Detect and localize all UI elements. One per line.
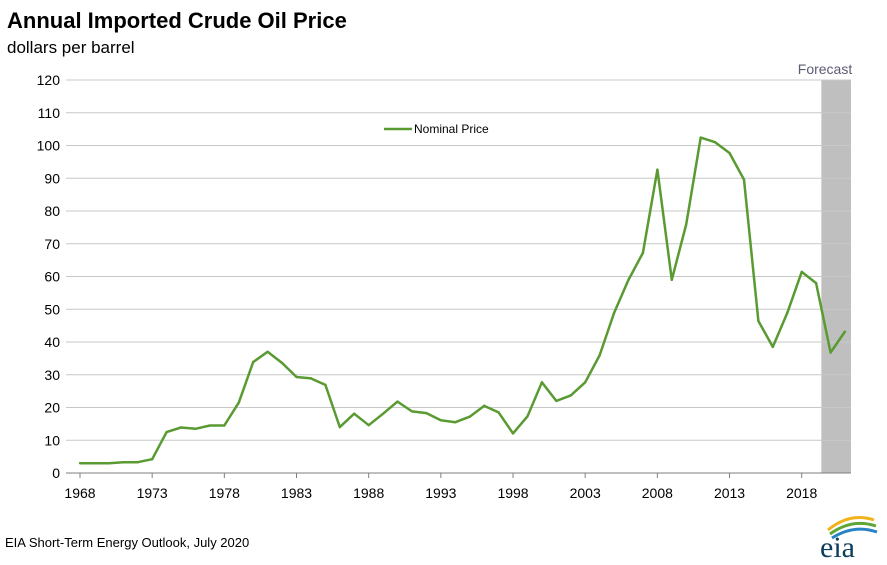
data-point [179, 426, 183, 429]
series-layer [78, 136, 847, 465]
data-point [208, 424, 212, 427]
data-point [194, 427, 197, 430]
data-point [713, 141, 717, 144]
data-point [742, 178, 746, 181]
eia-logo-icon: eia [820, 516, 878, 560]
x-tick-label: 1973 [137, 485, 168, 501]
x-tick-label: 2008 [642, 485, 673, 501]
data-point [78, 461, 82, 465]
data-point [511, 432, 515, 435]
data-point [425, 411, 428, 415]
data-point [598, 354, 601, 357]
data-point [338, 425, 342, 429]
data-point [165, 430, 168, 434]
data-point [656, 168, 659, 171]
data-point [555, 399, 558, 403]
x-tick-label: 1978 [209, 485, 240, 501]
data-point [454, 421, 457, 424]
svg-text:eia: eia [820, 531, 855, 560]
data-point [569, 394, 572, 397]
data-point [367, 423, 370, 427]
data-point [612, 311, 616, 315]
data-point [237, 401, 240, 404]
data-point [468, 415, 471, 418]
x-tick-label: 1988 [353, 485, 384, 501]
data-point [843, 330, 847, 333]
x-tick-label: 2013 [714, 485, 745, 501]
data-point [699, 136, 702, 139]
data-point [280, 361, 284, 365]
axes: 0 10 20 30 40 50 60 70 80 90 100 110 120 1968 1973 1978… [37, 72, 851, 501]
y-tick-label: 20 [44, 400, 60, 416]
data-point [829, 351, 832, 354]
y-tick-label: 90 [44, 170, 60, 186]
data-point [107, 461, 111, 465]
data-point [309, 377, 313, 380]
y-tick-label: 70 [44, 236, 60, 252]
chart-title: Annual Imported Crude Oil Price [7, 8, 347, 33]
source-note: EIA Short-Term Energy Outlook, July 2020 [5, 535, 250, 550]
x-tick-label: 1993 [425, 485, 456, 501]
y-tick-label: 10 [44, 432, 60, 448]
data-point [685, 223, 688, 226]
y-tick-label: 60 [44, 269, 60, 285]
data-point [93, 461, 96, 465]
data-point [814, 281, 818, 285]
data-point [526, 415, 529, 418]
data-point [800, 270, 803, 274]
y-tick-label: 80 [44, 203, 60, 219]
data-point [396, 400, 399, 403]
data-point [295, 375, 298, 379]
data-point [497, 411, 500, 414]
x-tick-label: 2003 [570, 485, 601, 501]
data-point [641, 251, 645, 255]
data-point [627, 278, 630, 281]
series-line-nominal-price [80, 136, 847, 465]
data-point [583, 381, 587, 384]
data-point [786, 311, 789, 315]
y-tick-label: 30 [44, 367, 60, 383]
data-point [381, 412, 385, 415]
y-tick-label: 120 [37, 72, 61, 88]
legend: Nominal Price [384, 122, 489, 136]
data-point [771, 345, 775, 349]
x-tick-label: 1983 [281, 485, 312, 501]
data-point [150, 458, 154, 461]
data-point [223, 424, 226, 427]
y-tick-label: 110 [38, 105, 61, 121]
x-tick-label: 1998 [497, 485, 528, 501]
data-point [482, 404, 486, 408]
y-tick-label: 50 [44, 301, 60, 317]
legend-label: Nominal Price [414, 122, 489, 136]
y-tick-label: 0 [52, 465, 60, 481]
x-tick-label: 1968 [64, 485, 95, 501]
y-tick-label: 40 [44, 334, 60, 350]
x-tick-label: 2018 [786, 485, 817, 501]
forecast-label: Forecast [798, 61, 853, 77]
data-point [410, 410, 414, 413]
data-point [670, 278, 673, 281]
data-point [324, 383, 327, 387]
data-point [353, 412, 356, 415]
data-point [728, 151, 731, 155]
data-point [757, 319, 760, 323]
chart-subtitle: dollars per barrel [7, 38, 135, 57]
data-point [122, 460, 125, 464]
data-point [540, 381, 544, 384]
y-tick-label: 100 [37, 138, 61, 154]
data-point [252, 360, 255, 364]
data-point [136, 460, 139, 464]
data-point [439, 419, 443, 422]
data-point [266, 350, 269, 354]
